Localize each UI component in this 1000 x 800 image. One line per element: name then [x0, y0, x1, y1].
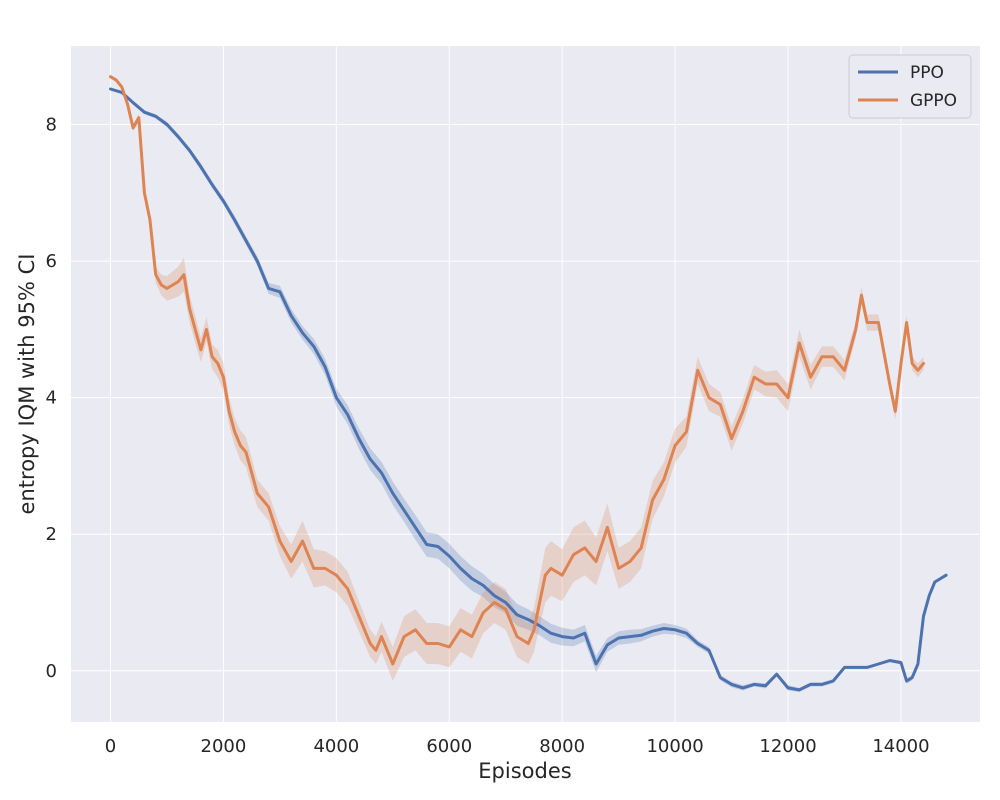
x-tick-label: 6000	[426, 736, 472, 757]
legend-label-gppo: GPPO	[910, 91, 957, 111]
y-tick-label: 6	[46, 251, 57, 272]
y-tick-label: 8	[46, 115, 57, 136]
series-lines	[109, 75, 948, 692]
y-tick-label: 4	[46, 388, 57, 409]
x-tick-label: 2000	[201, 736, 247, 757]
x-tick-label: 12000	[759, 736, 816, 757]
series-line-ppo	[109, 87, 948, 692]
x-tick-label: 10000	[646, 736, 703, 757]
x-axis-label: Episodes	[478, 759, 571, 783]
x-tick-labels: 0 2000 4000 6000 8000 10000 12000 14000	[105, 736, 930, 757]
y-tick-label: 2	[46, 524, 57, 545]
legend: PPO GPPO	[848, 54, 972, 119]
y-tick-labels: 0 2 4 6 8	[46, 115, 57, 682]
x-tick-label: 4000	[313, 736, 359, 757]
ci-band-gppo	[110, 75, 924, 681]
legend-label-ppo: PPO	[910, 63, 944, 83]
x-tick-label: 8000	[539, 736, 585, 757]
y-axis-label: entropy IQM with 95% CI	[15, 254, 39, 515]
plot-area-background	[71, 46, 980, 722]
x-tick-label: 14000	[872, 736, 929, 757]
series-line-gppo	[109, 75, 925, 666]
x-tick-label: 0	[105, 736, 116, 757]
y-tick-label: 0	[46, 661, 57, 682]
confidence-bands	[110, 75, 947, 692]
